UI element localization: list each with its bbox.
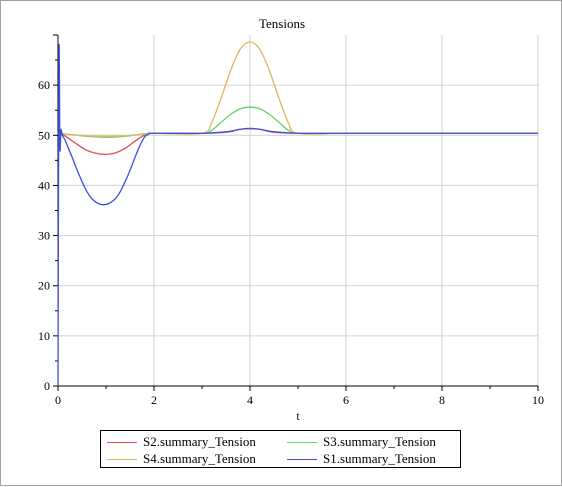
chart-title: Tensions [258, 16, 306, 31]
legend-label: S3.summary_Tension [323, 434, 436, 449]
x-tick-label: 2 [151, 393, 157, 407]
legend-label: S2.summary_Tension [143, 434, 256, 449]
y-tick-label: 20 [38, 279, 50, 293]
legend-label: S4.summary_Tension [143, 451, 256, 466]
x-tick-label: 0 [55, 393, 61, 407]
x-axis-label: t [296, 409, 300, 423]
series-line-4 [57, 43, 538, 387]
series-line-1 [57, 127, 538, 155]
y-tick-label: 0 [44, 379, 50, 393]
legend-swatch [287, 459, 317, 460]
legend: S2.summary_Tension S3.summary_Tension S4… [100, 430, 461, 468]
legend-label: S1.summary_Tension [323, 451, 436, 466]
legend-swatch [287, 442, 317, 443]
y-tick-label: 10 [38, 329, 50, 343]
x-tick-label: 10 [532, 393, 544, 407]
y-tick-label: 50 [38, 128, 50, 142]
y-tick-label: 60 [38, 78, 50, 92]
legend-swatch [107, 442, 137, 443]
legend-swatch [107, 459, 137, 460]
x-tick-label: 8 [439, 393, 445, 407]
y-tick-label: 40 [38, 178, 50, 192]
x-tick-label: 6 [343, 393, 349, 407]
series-line-3 [57, 41, 538, 137]
y-tick-label: 30 [38, 229, 50, 243]
x-tick-label: 4 [247, 393, 253, 407]
